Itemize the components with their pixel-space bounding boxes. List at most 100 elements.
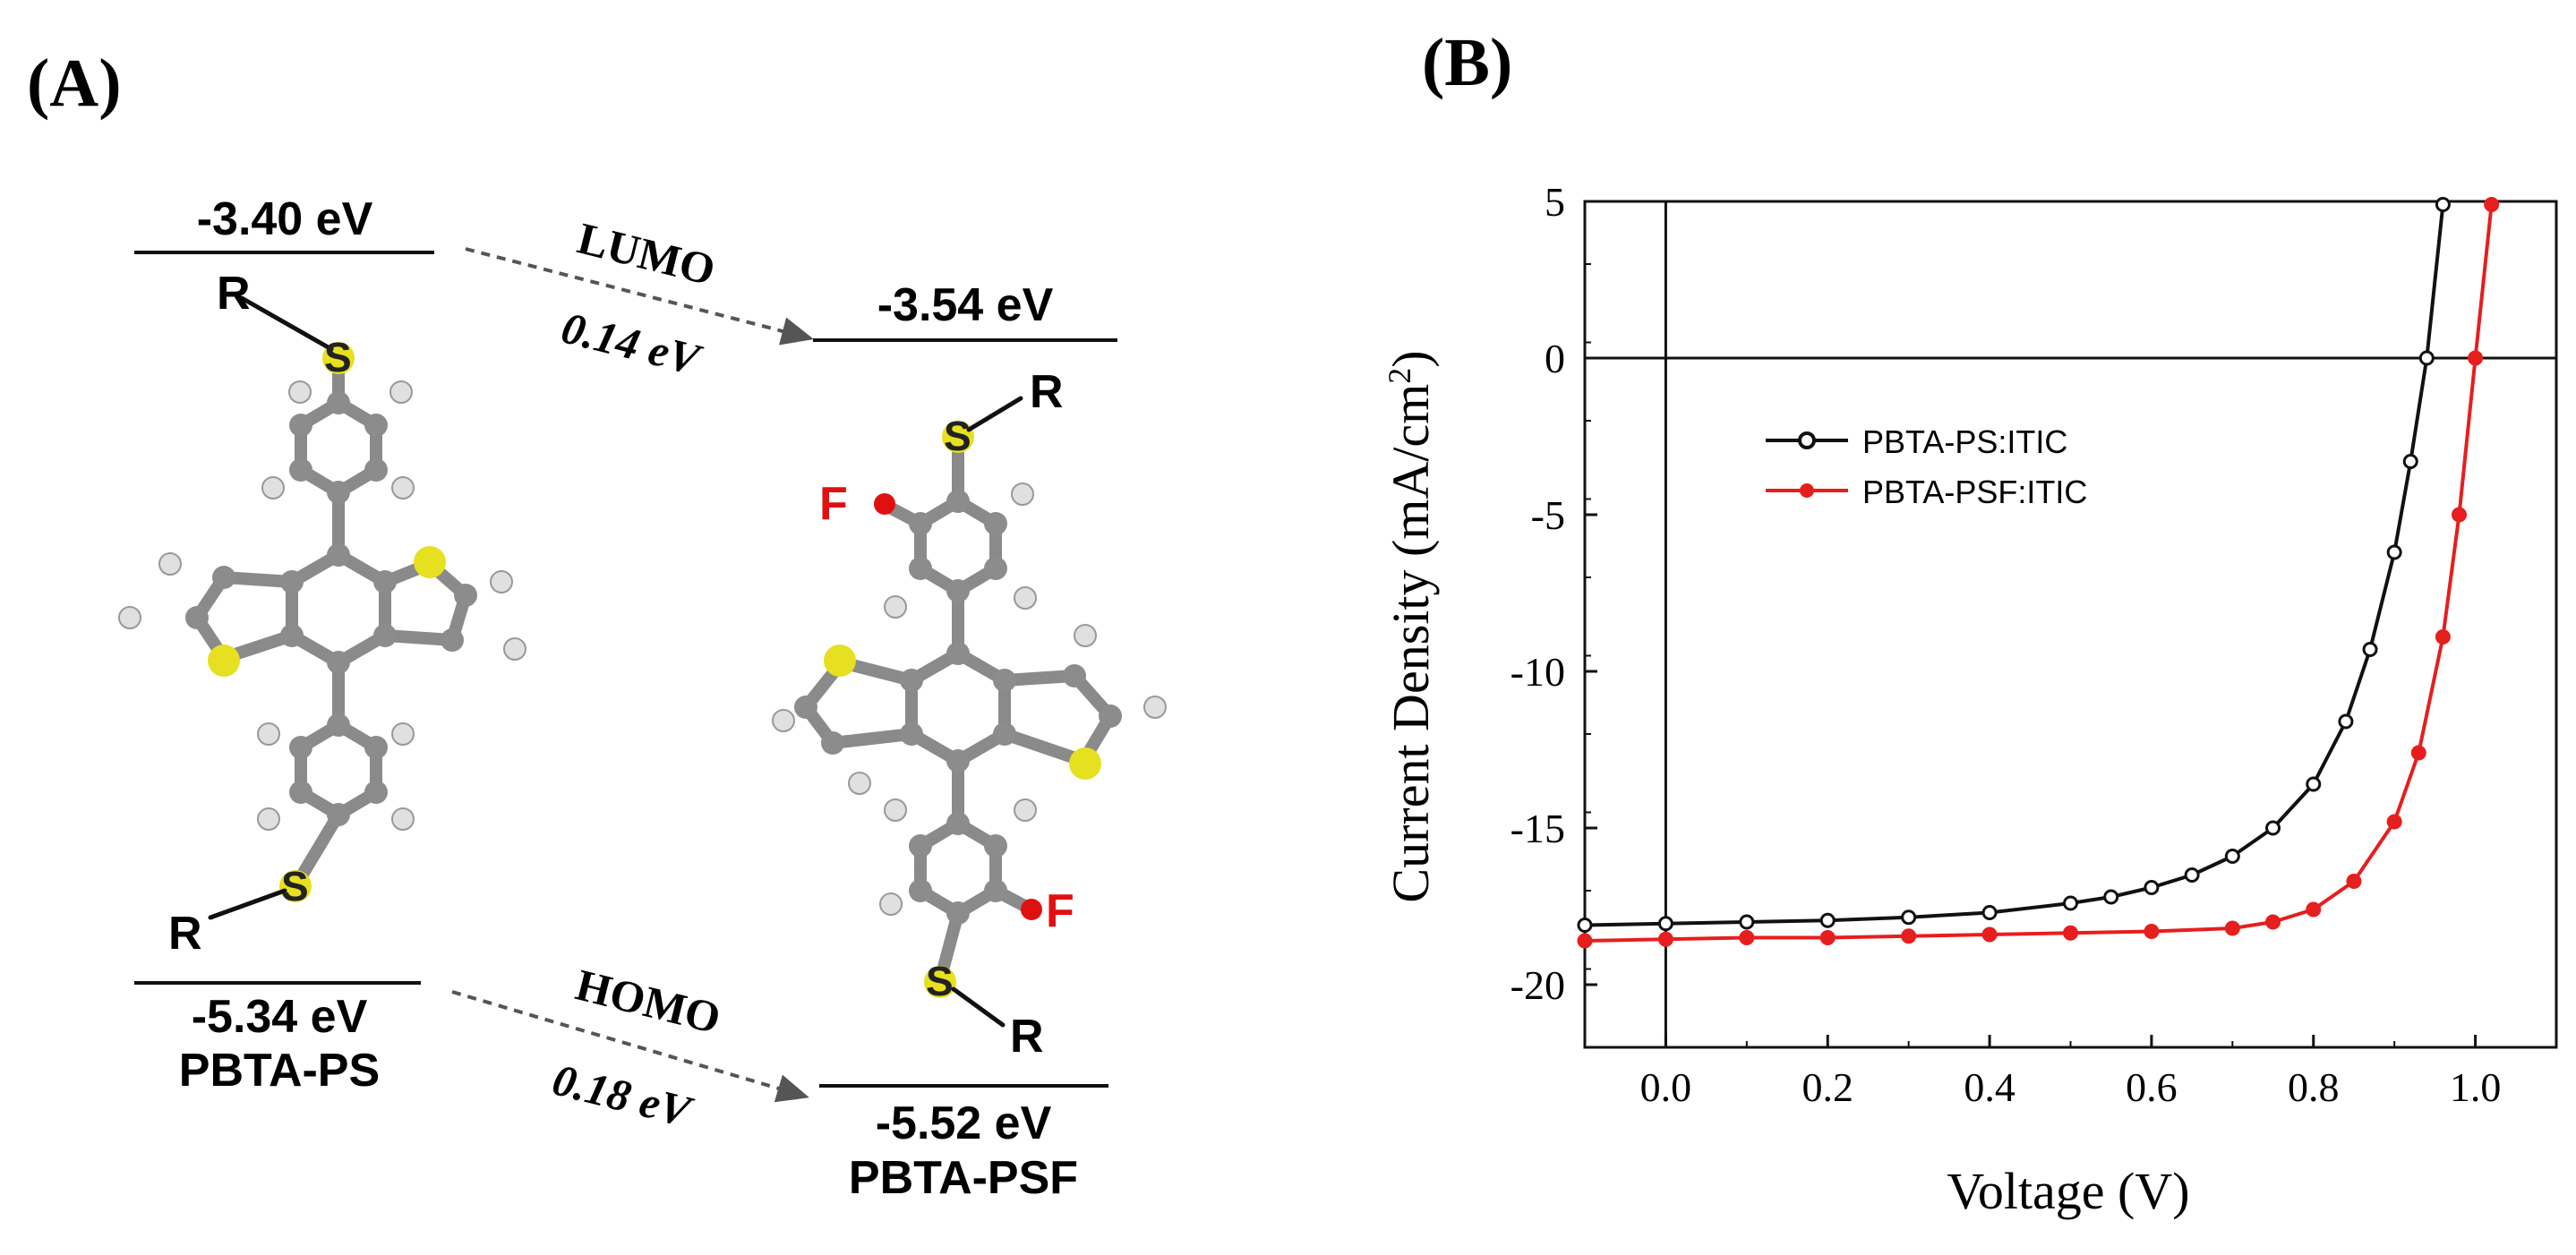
ps-sulfurs — [208, 342, 446, 902]
legend-marker-psf — [1800, 483, 1814, 498]
plot-frame — [1583, 200, 2558, 1049]
data-point — [1739, 914, 1755, 930]
y-axis-label: Current Density (mA/cm2) — [1382, 350, 1440, 902]
x-axis-label: Voltage (V) — [1947, 1162, 2189, 1220]
data-point — [2224, 849, 2240, 864]
ps-r-bottom-bond — [208, 888, 287, 920]
reference-lines — [1585, 201, 2556, 1047]
series-line — [1584, 204, 2445, 927]
psf-f-bottom: F — [1046, 885, 1074, 937]
lumo-diff: 0.14 eV — [557, 303, 707, 386]
series-pbta-ps-itic — [1577, 197, 2451, 933]
data-point — [2362, 642, 2378, 657]
x-tick-label: 1.0 — [2450, 1064, 2502, 1110]
psf-s-top-label: S — [944, 413, 971, 459]
data-point — [2224, 920, 2240, 936]
ps-carbons — [185, 391, 477, 826]
data-point — [2386, 544, 2402, 560]
psf-r-top: R — [1030, 366, 1064, 418]
data-point — [2468, 350, 2484, 366]
x-tick-label: 0.6 — [2126, 1064, 2178, 1110]
data-point — [2063, 925, 2078, 941]
panel-b: (B) 0.0 0.2 0.4 0.6 0.8 1.0 5 0 -5 -10 -15 -20 Volt… — [1382, 25, 2558, 1220]
ps-s-bottom-label: S — [281, 863, 309, 909]
ps-r-top-bond — [239, 295, 334, 352]
x-tick-label: 0.0 — [1640, 1064, 1692, 1110]
psf-hydrogens — [772, 482, 1167, 916]
panel-a: (A) -3.40 eV -3.54 eV LUMO 0.14 eV -5.34… — [27, 46, 1167, 1204]
legend-label-psf: PBTA-PSF:ITIC — [1862, 474, 2087, 510]
ps-lumo-value: -3.40 eV — [197, 193, 373, 245]
data-point — [1819, 912, 1836, 928]
lumo-arrow — [465, 247, 814, 346]
data-point — [2103, 889, 2119, 905]
data-point — [1901, 928, 1917, 944]
molecule-pbta-ps: R S R S — [118, 268, 526, 960]
data-point — [2418, 350, 2435, 366]
psf-r-bottom-bond — [951, 986, 1006, 1028]
psf-fluorines — [874, 493, 1042, 920]
data-point — [2484, 197, 2500, 212]
data-point — [2063, 895, 2078, 911]
data-point — [1981, 905, 1998, 920]
psf-sulfurs — [824, 421, 1101, 998]
y-tick-label: 0 — [1545, 336, 1565, 381]
legend-entry-psf: PBTA-PSF:ITIC — [1766, 474, 2087, 510]
data-point — [2435, 629, 2451, 645]
ps-name: PBTA-PS — [179, 1045, 380, 1097]
data-point — [2184, 867, 2200, 883]
ps-r-bottom: R — [168, 908, 202, 960]
data-point — [1657, 931, 1673, 947]
data-point — [2306, 901, 2322, 918]
y-tick-label: -10 — [1511, 649, 1565, 695]
data-point — [1901, 909, 1917, 926]
series-pbta-psf-itic — [1577, 197, 2500, 949]
data-point — [2144, 880, 2160, 895]
data-point — [1981, 926, 1998, 943]
legend: PBTA-PS:ITIC PBTA-PSF:ITIC — [1766, 423, 2087, 510]
psf-homo-value: -5.52 eV — [876, 1097, 1052, 1149]
data-point — [2265, 914, 2281, 930]
axis-ticks: 0.0 0.2 0.4 0.6 0.8 1.0 5 0 -5 -10 -15 -20 — [1511, 179, 2557, 1110]
y-tick-label: -15 — [1511, 806, 1565, 851]
data-point — [1577, 918, 1593, 933]
ps-homo-value: -5.34 eV — [192, 991, 368, 1043]
homo-diff: 0.18 eV — [548, 1054, 698, 1138]
y-tick-label: -20 — [1511, 962, 1565, 1008]
data-point — [2402, 454, 2418, 469]
psf-carbons — [794, 490, 1122, 925]
y-axis-label-end: ) — [1382, 350, 1440, 367]
x-tick-label: 0.4 — [1964, 1064, 2015, 1110]
series-line — [1584, 204, 2494, 943]
homo-label: HOMO — [571, 960, 726, 1044]
x-tick-label: 0.8 — [2288, 1064, 2340, 1110]
series-layer — [1577, 197, 2500, 949]
panel-b-label: (B) — [1422, 25, 1512, 100]
y-axis-label-main: Current Density (mA/cm — [1382, 384, 1440, 903]
data-point — [1657, 916, 1673, 932]
panel-a-label: (A) — [27, 46, 122, 121]
homo-arrow — [451, 990, 809, 1103]
psf-r-top-bond — [966, 396, 1023, 432]
data-point — [2452, 507, 2467, 523]
legend-label-ps: PBTA-PS:ITIC — [1862, 423, 2067, 460]
legend-entry-ps: PBTA-PS:ITIC — [1766, 423, 2067, 460]
ps-s-top-label: S — [324, 334, 352, 380]
psf-s-bottom-label: S — [926, 958, 954, 1004]
y-tick-label: -5 — [1531, 492, 1565, 538]
ps-hydrogens — [118, 380, 526, 831]
data-point — [1819, 930, 1836, 945]
x-tick-label: 0.2 — [1802, 1064, 1854, 1110]
psf-lumo-value: -3.54 eV — [877, 279, 1054, 331]
psf-r-bottom: R — [1010, 1011, 1044, 1063]
data-point — [2338, 713, 2354, 730]
data-point — [2386, 814, 2402, 830]
data-point — [1577, 933, 1593, 949]
data-point — [2306, 776, 2322, 792]
ps-r-top: R — [217, 268, 251, 320]
data-point — [2435, 197, 2451, 212]
y-tick-label: 5 — [1545, 179, 1565, 225]
data-point — [2265, 820, 2281, 836]
y-axis-label-sup: 2 — [1382, 368, 1417, 384]
